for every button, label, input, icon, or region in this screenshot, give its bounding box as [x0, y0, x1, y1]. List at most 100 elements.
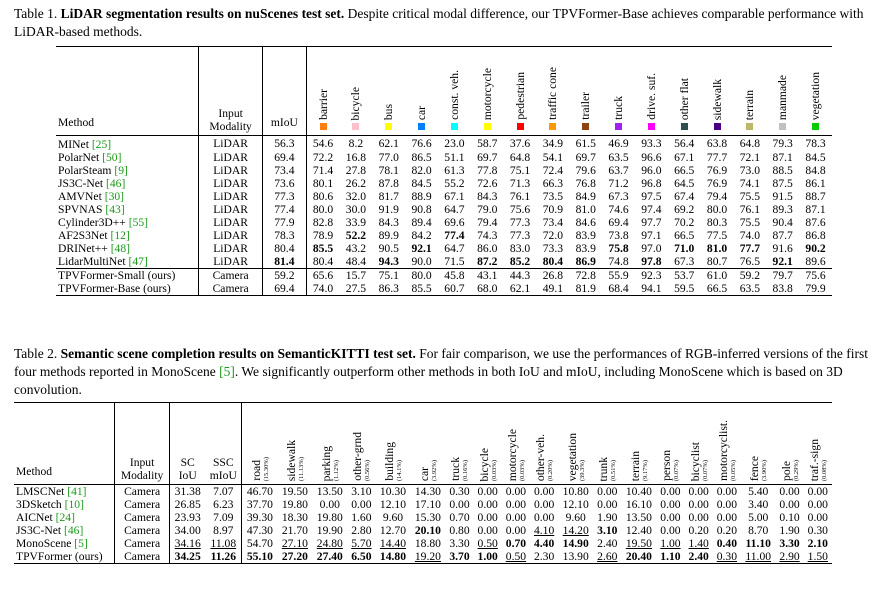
value-cell: 72.4: [536, 164, 569, 177]
t2-class-label: pole (0.29%): [777, 460, 801, 481]
value-cell: 75.5: [733, 190, 766, 203]
value-cell: 87.1: [799, 203, 832, 216]
t2-header-class: truck (0.16%): [445, 403, 473, 485]
value-cell: 72.6: [471, 177, 504, 190]
value-cell: 1.10: [656, 550, 684, 564]
value-cell: 71.4: [306, 164, 340, 177]
modality-cell: Camera: [115, 485, 170, 499]
value-cell: 97.5: [635, 190, 668, 203]
t2-class-name: bicycle: [478, 448, 491, 481]
value-cell: 27.10: [277, 537, 312, 550]
value-cell: 93.3: [635, 136, 668, 152]
t2-class-pct: (0.03%): [519, 460, 526, 481]
value-cell: 90.0: [405, 255, 438, 269]
value-cell: 0.00: [656, 524, 684, 537]
value-cell: 84.5: [405, 177, 438, 190]
t1-class-label: sidewalk: [711, 79, 724, 120]
value-cell: 76.8: [569, 177, 602, 190]
value-cell: 67.1: [438, 190, 471, 203]
t1-class-swatch: [746, 123, 753, 130]
miou-cell: 78.3: [263, 229, 306, 242]
value-cell: 0.00: [347, 498, 375, 511]
value-cell: 90.8: [405, 203, 438, 216]
value-cell: 20.10: [410, 524, 445, 537]
modality-cell: LiDAR: [199, 255, 263, 269]
value-cell: 61.0: [701, 269, 734, 283]
value-cell: 0.00: [713, 511, 741, 524]
value-cell: 43.1: [471, 269, 504, 283]
value-cell: 85.2: [504, 255, 537, 269]
table-row: MINet [25] LiDAR 56.3 54.6 8.2 62.1 76.6 23.0 58…: [56, 136, 832, 152]
table-row: TPVFormer-Small (ours) Camera 59.2 65.6 15.7…: [56, 269, 832, 283]
ssc-miou-cell: 11.26: [205, 550, 242, 564]
t2-class-name: sidewalk: [285, 440, 298, 481]
value-cell: 0.50: [502, 550, 530, 564]
value-cell: 83.8: [766, 282, 799, 296]
value-cell: 5.40: [741, 485, 775, 499]
t1-class-label: motorcycle: [481, 68, 494, 120]
value-cell: 0.00: [530, 511, 558, 524]
value-cell: 77.4: [438, 229, 471, 242]
t2-header-class: building (14.1%): [376, 403, 411, 485]
value-cell: 0.00: [502, 511, 530, 524]
citation: [46]: [106, 177, 125, 190]
value-cell: 61.3: [438, 164, 471, 177]
value-cell: 4.40: [530, 537, 558, 550]
value-cell: 76.1: [733, 203, 766, 216]
value-cell: 1.40: [685, 537, 713, 550]
t2-class-pct: (0.05%): [730, 460, 737, 481]
sc-iou-cell: 34.25: [170, 550, 206, 564]
t1-header-class: car: [405, 47, 438, 136]
t2-class-label: person (0.07%): [658, 450, 682, 481]
t2-class-name: parking: [320, 446, 333, 481]
t1-header-input: Input: [201, 107, 260, 120]
value-cell: 66.5: [701, 282, 734, 296]
value-cell: 71.5: [438, 255, 471, 269]
miou-cell: 56.3: [263, 136, 306, 152]
value-cell: 3.30: [775, 537, 803, 550]
value-cell: 69.7: [569, 151, 602, 164]
t2-class-name: other-grnd: [351, 432, 364, 481]
t2-header-input: Input: [117, 456, 167, 469]
value-cell: 92.1: [405, 242, 438, 255]
value-cell: 0.00: [656, 498, 684, 511]
t2-method-cell: TPVFormer (ours): [14, 550, 115, 564]
value-cell: 72.0: [536, 229, 569, 242]
value-cell: 30.0: [340, 203, 373, 216]
value-cell: 8.70: [741, 524, 775, 537]
value-cell: 0.00: [713, 498, 741, 511]
t1-header-miou: mIoU: [263, 47, 306, 136]
value-cell: 64.8: [733, 136, 766, 152]
value-cell: 54.6: [306, 136, 340, 152]
method-name: PolarNet: [58, 151, 102, 164]
value-cell: 0.00: [445, 498, 473, 511]
value-cell: 84.9: [569, 190, 602, 203]
t1-class-swatch: [484, 123, 491, 130]
value-cell: 86.8: [799, 229, 832, 242]
value-cell: 90.4: [766, 216, 799, 229]
value-cell: 67.3: [668, 255, 701, 269]
value-cell: 82.0: [405, 164, 438, 177]
value-cell: 92.1: [766, 255, 799, 269]
value-cell: 83.9: [569, 242, 602, 255]
value-cell: 34.9: [536, 136, 569, 152]
t1-header-class: terrain: [733, 47, 766, 136]
value-cell: 72.2: [306, 151, 340, 164]
t2-header-class: fence (3.90%): [741, 403, 775, 485]
value-cell: 78.3: [799, 136, 832, 152]
value-cell: 96.8: [635, 177, 668, 190]
value-cell: 14.80: [376, 550, 411, 564]
value-cell: 80.4: [536, 255, 569, 269]
value-cell: 88.5: [766, 164, 799, 177]
value-cell: 37.70: [242, 498, 278, 511]
t1-header-class: barrier: [306, 47, 340, 136]
value-cell: 87.1: [766, 151, 799, 164]
t1-class-swatch: [451, 123, 458, 130]
value-cell: 66.3: [536, 177, 569, 190]
modality-cell: LiDAR: [199, 190, 263, 203]
value-cell: 64.7: [438, 242, 471, 255]
method-name: AMVNet: [58, 190, 105, 203]
value-cell: 16.8: [340, 151, 373, 164]
t1-class-swatch: [681, 123, 688, 130]
sc-iou-cell: 34.00: [170, 524, 206, 537]
